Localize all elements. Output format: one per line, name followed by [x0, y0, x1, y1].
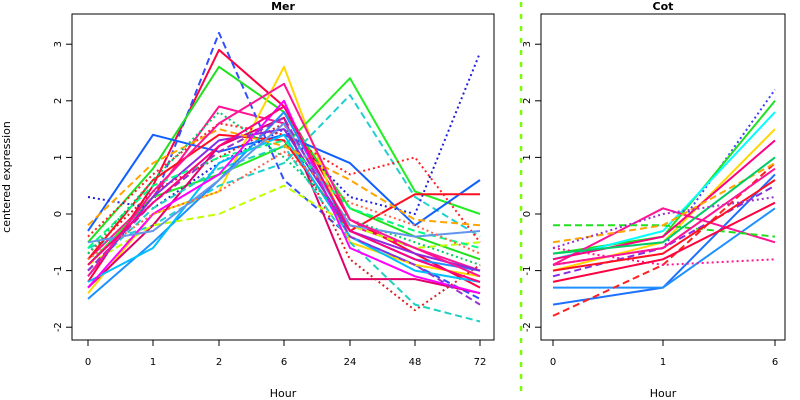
mer-series-line	[87, 133, 480, 260]
mer-series-line	[87, 99, 481, 295]
mer-plot-frame	[71, 13, 495, 341]
cot-panel-title: Cot	[653, 0, 674, 13]
mer-series-line	[87, 122, 481, 244]
cot-series-line	[552, 162, 776, 244]
mer-panel-title: Mer	[271, 0, 295, 13]
cot-y-tick-label: -2	[522, 322, 533, 332]
mer-ticks: -2 -1 0 1 2 3 0 1 2 6 24 48 72	[53, 41, 486, 368]
mer-y-tick-label: 3	[53, 41, 64, 47]
cot-y-tick-label: -1	[522, 266, 533, 276]
mer-x-tick-label: 1	[150, 357, 156, 368]
mer-series-line	[87, 111, 481, 266]
cot-series-line	[552, 88, 776, 266]
mer-x-axis-label: Hour	[270, 387, 297, 400]
mer-series-line	[87, 145, 481, 323]
cot-y-tick-label: 2	[522, 98, 533, 104]
mer-series-line	[87, 128, 481, 227]
mer-series-line	[87, 31, 481, 300]
cot-x-tick-label: 1	[660, 357, 666, 368]
mer-x-tick-label: 48	[409, 357, 422, 368]
cot-series-lines	[552, 88, 776, 317]
mer-series-line	[87, 116, 481, 295]
cot-series-line	[552, 196, 776, 249]
cot-series-line	[553, 207, 776, 289]
cot-series-line	[552, 179, 776, 272]
mer-series-line	[87, 133, 481, 232]
cot-y-tick-label: 1	[522, 154, 533, 160]
mer-series-line	[87, 150, 481, 261]
mer-y-tick-label: -2	[53, 322, 64, 332]
cot-x-axis-label: Hour	[650, 387, 677, 400]
mer-series-line	[87, 139, 481, 249]
mer-series-line	[87, 133, 481, 283]
cot-series-line	[552, 167, 776, 266]
cot-series-line	[552, 201, 776, 283]
cot-ticks: -2 -1 0 1 2 3 0 1 6	[522, 41, 778, 368]
mer-series-line	[87, 128, 481, 277]
mer-x-tick-label: 6	[281, 357, 287, 368]
mer-x-tick-label: 2	[216, 357, 222, 368]
mer-y-axis-label: centered expression	[0, 121, 13, 233]
cot-panel: Cot Hour -2 -1 0 1 2 3 0 1 6	[522, 0, 786, 400]
cot-series-line	[552, 139, 776, 261]
mer-y-tick-label: 2	[53, 98, 64, 104]
mer-x-tick-label: 72	[474, 357, 487, 368]
cot-x-tick-label: 0	[550, 357, 556, 368]
mer-series-line	[87, 105, 481, 283]
cot-series-line	[552, 247, 776, 266]
mer-series-lines	[87, 31, 481, 323]
cot-y-tick-label: 0	[522, 211, 533, 217]
cot-y-tick-label: 3	[522, 41, 533, 47]
mer-series-line	[87, 184, 481, 266]
cot-series-line	[552, 173, 776, 306]
mer-panel: Mer Hour centered expression -2 -1 0 1 2 3 0 1 2…	[0, 0, 495, 400]
mer-x-tick-label: 24	[344, 357, 357, 368]
cot-series-line	[552, 162, 776, 317]
cot-series-line	[552, 156, 776, 255]
mer-y-tick-label: -1	[53, 266, 64, 276]
mer-y-tick-label: 0	[53, 211, 64, 217]
mer-series-line	[87, 52, 481, 215]
mer-y-tick-label: 1	[53, 154, 64, 160]
cot-x-tick-label: 6	[772, 357, 778, 368]
mer-x-tick-label: 0	[85, 357, 91, 368]
cot-series-line	[552, 207, 776, 266]
mer-series-line	[87, 122, 481, 312]
mer-series-line	[87, 82, 481, 278]
